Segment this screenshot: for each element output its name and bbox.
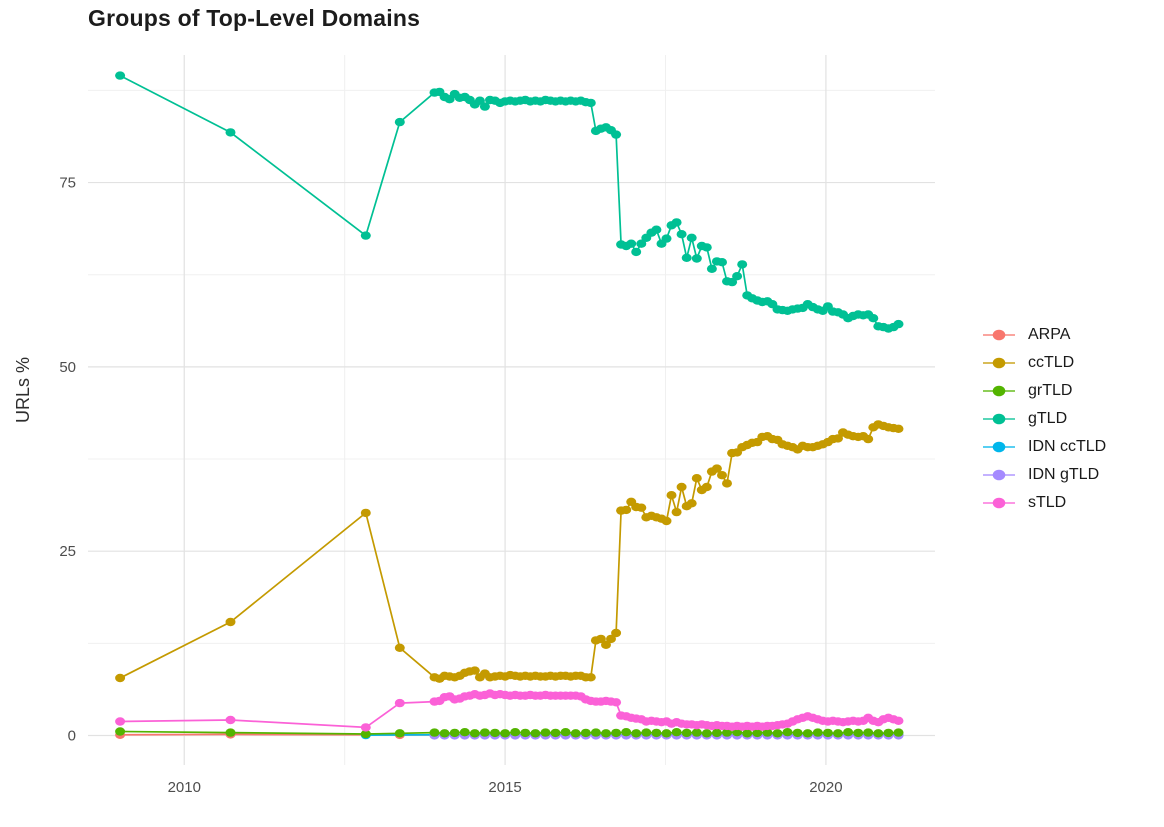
series-line-gtld [119, 74, 899, 330]
grid-minor [88, 55, 935, 765]
y-axis-title: URLs % [13, 357, 33, 424]
series-grtld [115, 727, 904, 739]
x-tick-label: 2010 [168, 779, 201, 796]
series-points-cctld [115, 420, 904, 683]
legend-item-idn-gtld: IDN gTLD [982, 461, 1106, 489]
legend-item-gtld: gTLD [982, 405, 1106, 433]
legend-label: gTLD [1028, 410, 1068, 427]
legend-label: sTLD [1028, 494, 1067, 511]
legend-key-grtld-icon [983, 385, 1015, 397]
legend-item-idn-cctld: IDN ccTLD [982, 433, 1106, 461]
legend-key-idn-gtld-icon [983, 469, 1015, 481]
legend-key-cctld-icon [983, 357, 1015, 369]
legend-key-arpa-icon [983, 329, 1015, 341]
series-points-stld [115, 689, 904, 732]
y-tick-label: 25 [59, 543, 76, 560]
series-cctld [115, 420, 904, 683]
series-gtld [115, 71, 904, 333]
legend-key-gtld-icon [983, 413, 1015, 425]
legend: ARPA ccTLD grTLD gTLD IDN ccTLD IDN gTLD sTLD [982, 321, 1106, 517]
y-tick-label: 75 [59, 175, 76, 192]
legend-label: grTLD [1028, 382, 1073, 399]
legend-item-arpa: ARPA [982, 321, 1106, 349]
x-tick-label: 2015 [488, 779, 521, 796]
y-tick-label: 50 [59, 359, 76, 376]
y-tick-label: 0 [68, 728, 76, 745]
legend-label: IDN ccTLD [1028, 438, 1107, 455]
series-points-gtld [115, 71, 904, 333]
legend-item-cctld: ccTLD [982, 349, 1106, 377]
x-tick-label: 2020 [809, 779, 842, 796]
legend-label: ccTLD [1028, 354, 1075, 371]
legend-key-stld-icon [983, 497, 1015, 509]
grid-major [88, 55, 935, 765]
series-points-grtld [115, 727, 904, 739]
chart-title: Groups of Top-Level Domains [88, 5, 421, 31]
legend-label: ARPA [1028, 326, 1071, 343]
legend-item-grtld: grTLD [982, 377, 1106, 405]
series-stld [115, 689, 904, 732]
x-axis-tick-labels: 2010 2015 2020 [168, 779, 843, 796]
legend-item-stld: sTLD [982, 489, 1106, 517]
y-axis-tick-labels: 0 25 50 75 [59, 175, 76, 745]
legend-key-idn-cctld-icon [983, 441, 1015, 453]
legend-label: IDN gTLD [1028, 466, 1100, 483]
